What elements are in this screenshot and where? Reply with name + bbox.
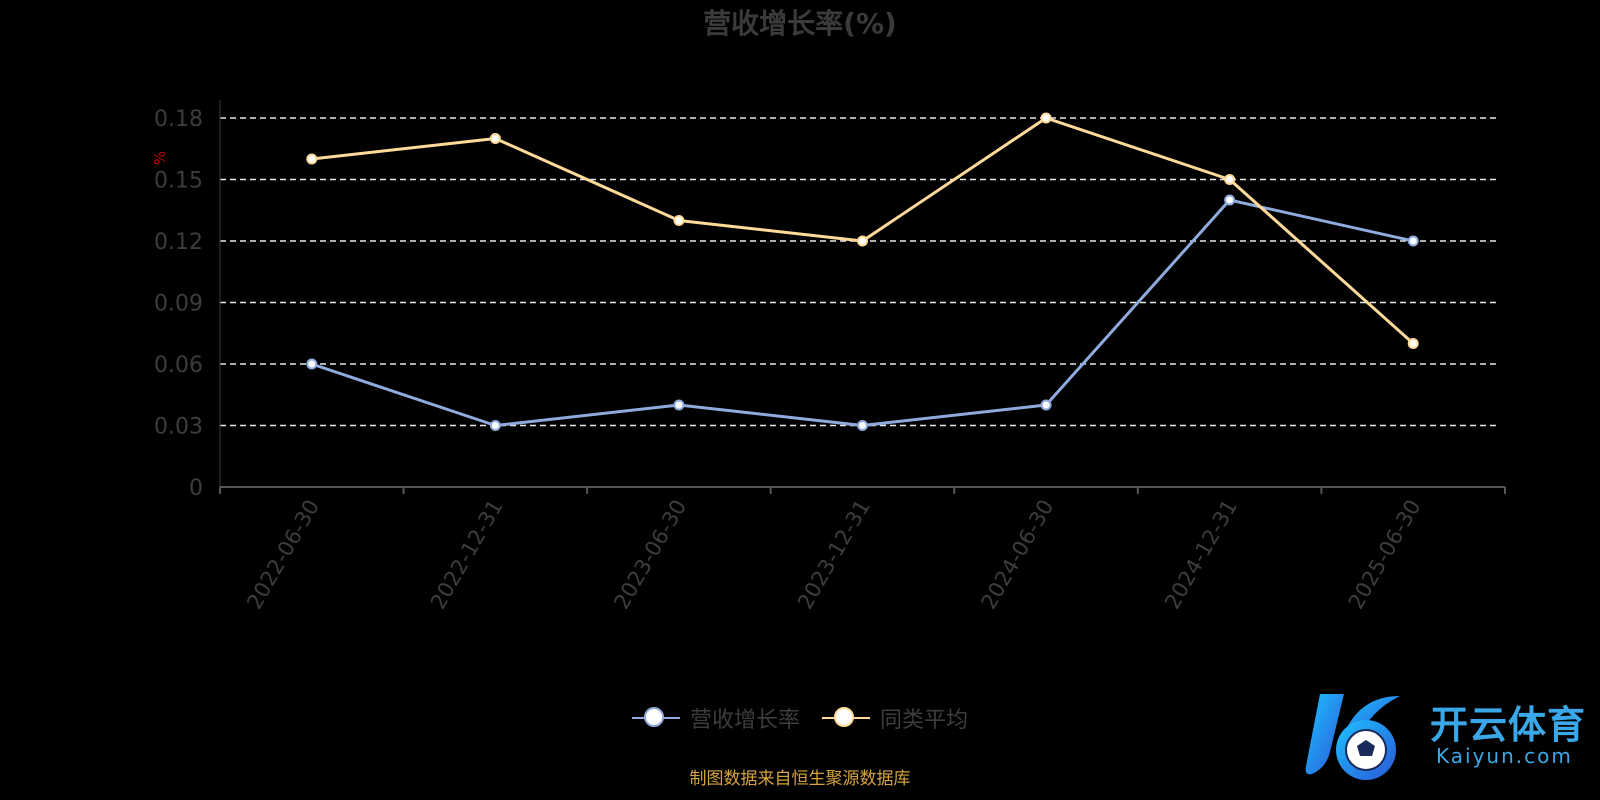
legend-label-peer-average: 同类平均 bbox=[880, 708, 969, 733]
data-point bbox=[857, 420, 868, 431]
y-tick-label: 0.06 bbox=[154, 353, 203, 378]
data-point bbox=[306, 358, 318, 370]
data-point bbox=[1407, 338, 1419, 349]
data-point bbox=[1040, 112, 1052, 124]
data-point bbox=[1040, 399, 1052, 411]
kaiyun-logo-icon bbox=[1305, 694, 1400, 780]
kaiyun-logo: 开云体育 Kaiyun.com bbox=[1300, 688, 1590, 788]
y-tick-label: 0.18 bbox=[154, 107, 203, 132]
x-tick-label: 2024-06-30 bbox=[977, 496, 1059, 614]
y-tick-label: 0.03 bbox=[154, 415, 203, 440]
y-axis-label: % bbox=[151, 151, 169, 165]
data-point bbox=[1224, 194, 1236, 206]
x-tick-label: 2022-12-31 bbox=[426, 496, 508, 614]
x-tick-label: 2022-06-30 bbox=[242, 496, 324, 614]
y-tick-label: 0.09 bbox=[154, 292, 203, 317]
legend-label-revenue-growth: 营收增长率 bbox=[689, 708, 800, 733]
legend-marker-peer-average bbox=[822, 706, 870, 730]
x-tick-label: 2025-06-30 bbox=[1344, 496, 1426, 614]
y-tick-label: 0 bbox=[189, 476, 203, 501]
series-line bbox=[311, 116, 1415, 345]
data-point bbox=[306, 153, 318, 165]
legend-item-peer-average[interactable]: 同类平均 bbox=[822, 702, 968, 734]
data-point bbox=[673, 215, 685, 226]
data-point bbox=[1407, 235, 1419, 247]
x-tick-label: 2023-12-31 bbox=[793, 496, 875, 614]
legend-marker-revenue-growth bbox=[631, 706, 680, 730]
kaiyun-logo-url: Kaiyun.com bbox=[1436, 744, 1573, 768]
x-tick-label: 2024-12-31 bbox=[1160, 496, 1242, 614]
kaiyun-logo-text: 开云体育 bbox=[1430, 703, 1587, 747]
y-tick-label: 0.12 bbox=[154, 230, 203, 255]
chart-title: 营收增长率(%) bbox=[703, 7, 897, 40]
data-point bbox=[489, 133, 501, 144]
data-point bbox=[489, 420, 501, 431]
data-point bbox=[673, 399, 685, 411]
chart-legend: 营收增长率 同类平均 bbox=[0, 702, 1600, 734]
data-source-note: 制图数据来自恒生聚源数据库 bbox=[689, 769, 911, 789]
x-tick-label: 2023-06-30 bbox=[609, 496, 691, 614]
series-line bbox=[311, 198, 1414, 427]
legend-item-revenue-growth[interactable]: 营收增长率 bbox=[631, 702, 800, 734]
data-point bbox=[857, 235, 868, 247]
y-tick-label: 0.15 bbox=[154, 169, 203, 194]
data-point bbox=[1224, 174, 1236, 185]
